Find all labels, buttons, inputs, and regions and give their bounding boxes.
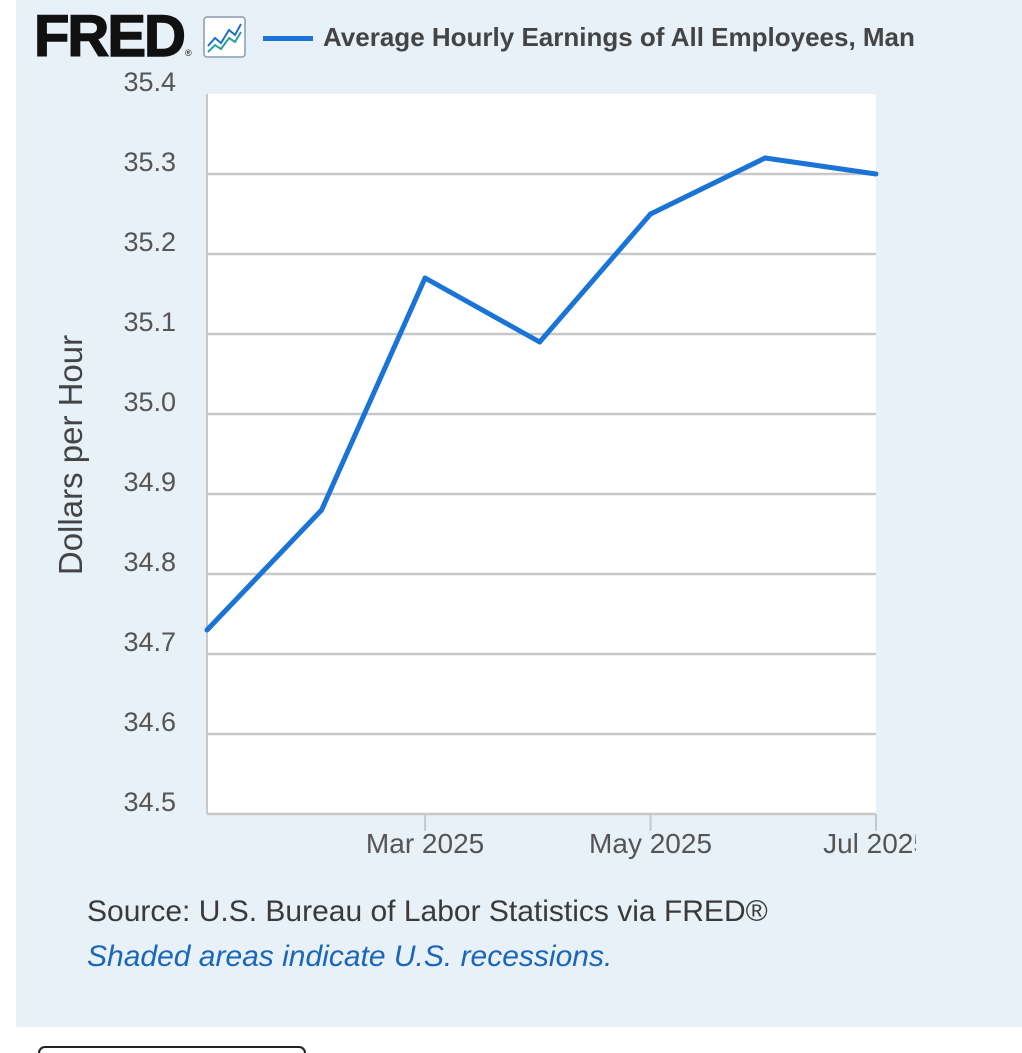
plot-area: [207, 94, 876, 814]
bottom-button[interactable]: [38, 1046, 306, 1053]
y-tick-label: 35.0: [123, 387, 176, 417]
y-tick-label: 35.2: [123, 227, 176, 257]
y-tick-label: 35.3: [123, 147, 176, 177]
data-point: [648, 211, 654, 217]
legend-label: Average Hourly Earnings of All Employees…: [323, 22, 915, 52]
data-point: [873, 171, 879, 177]
y-tick-label: 34.7: [123, 627, 176, 657]
series: [204, 155, 879, 633]
y-axis-title: Dollars per Hour: [52, 335, 89, 575]
y-tick-label: 34.5: [123, 787, 176, 817]
data-point: [422, 275, 428, 281]
data-point: [204, 627, 210, 633]
fred-logo[interactable]: FRED ®: [33, 4, 194, 69]
data-point: [319, 507, 325, 513]
legend-line-swatch: [263, 36, 313, 41]
data-point: [537, 339, 543, 345]
x-tick-label: May 2025: [589, 828, 712, 859]
y-tick-label: 35.4: [123, 67, 176, 97]
chart: 35.4 35.3 35.2 35.1 35.0 34.9 34.8 34.7 34.6 34.5…: [52, 67, 916, 859]
legend: Average Hourly Earnings of All Employees…: [263, 20, 916, 56]
y-tick-label: 34.8: [123, 547, 176, 577]
x-tick-label: Mar 2025: [366, 828, 484, 859]
y-tick-label: 34.6: [123, 707, 176, 737]
tick-labels: 35.4 35.3 35.2 35.1 35.0 34.9 34.8 34.7 34.6 34.5…: [123, 67, 916, 859]
data-point: [762, 155, 768, 161]
x-tick-label: Jul 2025: [823, 828, 916, 859]
registered-mark: ®: [185, 48, 192, 58]
recessions-link[interactable]: Shaded areas indicate U.S. recessions.: [87, 940, 613, 973]
y-tick-label: 35.1: [123, 307, 176, 337]
fred-logo-text: FRED: [33, 4, 186, 69]
source-text: Source: U.S. Bureau of Labor Statistics …: [87, 895, 768, 928]
line-chart-icon[interactable]: [203, 16, 246, 58]
gridlines: [207, 172, 876, 816]
line-chart-icon-graphic: [203, 16, 246, 58]
y-tick-label: 34.9: [123, 467, 176, 497]
axes: [206, 94, 877, 831]
